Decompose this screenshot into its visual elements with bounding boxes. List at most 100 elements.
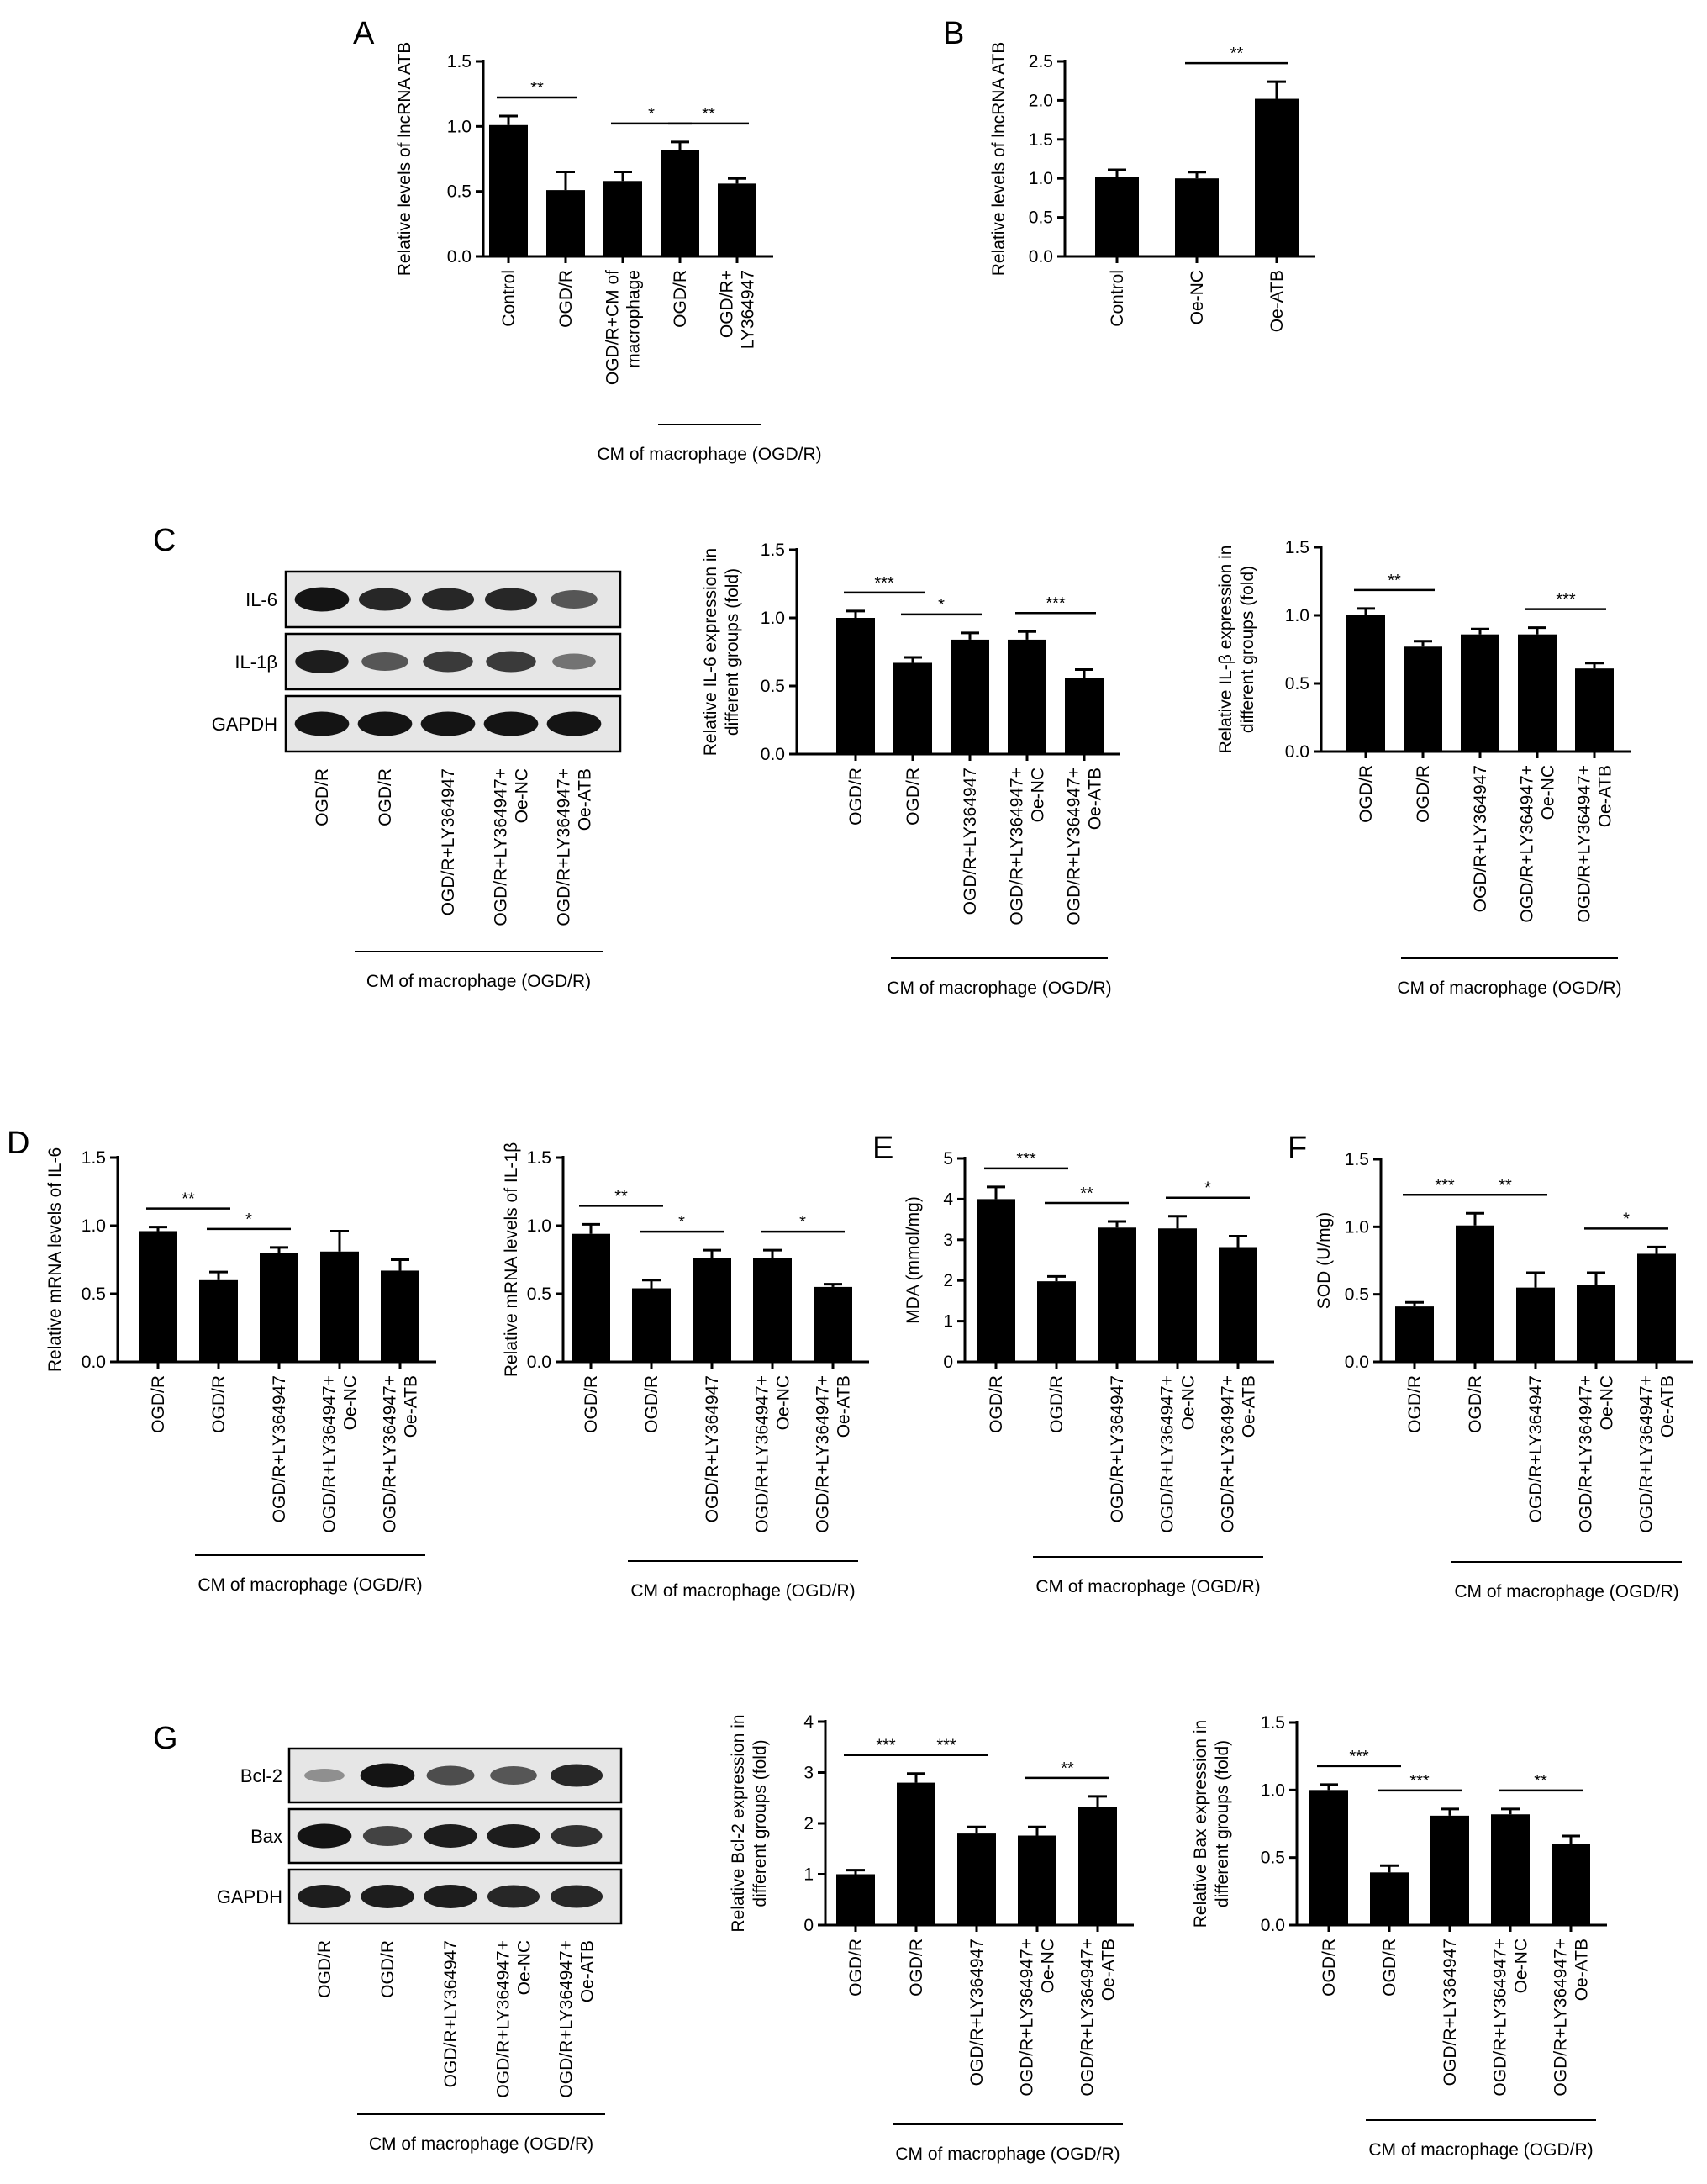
- group-bracket-label: CM of macrophage (OGD/R): [1454, 1582, 1678, 1601]
- y-axis-title: SOD (U/mg): [1314, 1212, 1334, 1310]
- x-tick-label: OGD/R+LY364947+Oe-NC: [753, 1375, 793, 1533]
- bar: [381, 1270, 419, 1362]
- significance-label: *: [799, 1213, 806, 1232]
- western-blot-g: Bcl-2 Bax GAPDH OGD/R OGD/R OGD/R+LY364947 OGD…: [217, 1747, 623, 2154]
- x-tick-label: OGD/R: [1380, 1939, 1399, 1997]
- bar: [897, 1782, 935, 1925]
- significance-label: ***: [936, 1737, 956, 1755]
- blot-row-label: IL-1β: [234, 652, 277, 673]
- bar: [718, 183, 756, 256]
- blot-band: [551, 590, 598, 609]
- significance-label: **: [702, 105, 715, 124]
- x-tick-label: OGD/R: [582, 1375, 601, 1433]
- significance-label: *: [678, 1213, 685, 1232]
- blot-band: [420, 711, 476, 736]
- y-axis-title: MDA (mmol/mg): [904, 1196, 923, 1324]
- bar: [1098, 1227, 1136, 1362]
- y-tick-label: 1.5: [761, 541, 785, 560]
- chart-g2: 0.0 0.5 1.0 1.5 Relative Bax expression in di…: [1191, 1713, 1607, 2160]
- y-tick-label: 4: [943, 1190, 953, 1209]
- x-tick-label: OGD/R: [1047, 1375, 1067, 1433]
- bar: [1037, 1281, 1076, 1362]
- significance-label: **: [614, 1187, 628, 1205]
- bar: [1008, 639, 1046, 754]
- bar: [1430, 1815, 1469, 1925]
- bar: [1219, 1247, 1257, 1362]
- blot-band: [357, 711, 413, 736]
- panel-letter-g: G: [153, 1721, 178, 1756]
- significance-label: **: [1061, 1759, 1074, 1778]
- y-tick-label: 0.5: [447, 182, 472, 202]
- bar: [1018, 1835, 1056, 1925]
- significance-label: **: [530, 79, 544, 98]
- bar: [1518, 634, 1557, 752]
- x-tick-label: OGD/R+LY364947: [1441, 1939, 1460, 2086]
- group-bracket-label: CM of macrophage (OGD/R): [366, 972, 591, 991]
- bar: [661, 150, 699, 256]
- y-tick-label: 0.0: [1029, 247, 1053, 266]
- group-bracket-label: CM of macrophage (OGD/R): [369, 2134, 593, 2154]
- bar: [199, 1279, 238, 1362]
- blot-lane-label: OGD/R+LY364947+Oe-ATB: [557, 1940, 598, 2098]
- x-tick-label: OGD/R: [556, 270, 576, 328]
- bar: [603, 181, 642, 256]
- bar: [139, 1231, 177, 1362]
- x-tick-label: OGD/R+LY364947+Oe-NC: [1577, 1375, 1617, 1533]
- x-tick-label: OGD/R+LY364947+Oe-ATB: [1637, 1375, 1678, 1533]
- x-tick-label: OGD/R+LY364947+Oe-NC: [1008, 768, 1048, 926]
- y-tick-label: 0.0: [761, 745, 785, 764]
- significance-label: ***: [876, 1737, 896, 1755]
- blot-band: [294, 711, 350, 736]
- group-bracket-label: CM of macrophage (OGD/R): [887, 979, 1111, 998]
- x-tick-label: OGD/R+LY364947: [1108, 1375, 1127, 1522]
- blot-band: [360, 1763, 415, 1788]
- x-tick-label: OGD/R: [907, 1939, 926, 1997]
- bar: [632, 1288, 671, 1362]
- blot-band: [358, 588, 412, 611]
- significance-label: *: [648, 105, 655, 124]
- blot-band: [298, 1885, 351, 1908]
- blot-band: [426, 1765, 475, 1786]
- y-tick-label: 2: [803, 1814, 814, 1833]
- blot-lane-label: OGD/R+LY364947: [441, 1940, 461, 2087]
- y-axis-title: Relative levels of lncRNA ATB: [989, 42, 1009, 277]
- significance-label: ***: [1349, 1748, 1369, 1766]
- blot-band: [487, 1824, 540, 1848]
- significance-label: *: [245, 1211, 252, 1229]
- y-tick-label: 2.0: [1029, 91, 1053, 110]
- bar: [1175, 178, 1219, 256]
- bar: [977, 1199, 1015, 1362]
- chart-c2: 0.0 0.5 1.0 1.5 Relative IL-β expression in d…: [1216, 538, 1631, 998]
- blot-band: [424, 1885, 477, 1908]
- x-tick-label: OGD/R+LY364947+Oe-NC: [1158, 1375, 1199, 1533]
- y-tick-label: 1.5: [1285, 538, 1309, 557]
- x-tick-label: OGD/R: [987, 1375, 1006, 1433]
- y-tick-label: 0.5: [761, 677, 785, 696]
- bar: [1065, 678, 1104, 754]
- x-tick-label: OGD/R: [149, 1375, 168, 1433]
- x-tick-label: OGD/R+LY364947: [718, 270, 758, 349]
- blot-band: [487, 1885, 540, 1908]
- x-tick-label: OGD/R+LY364947: [961, 768, 980, 915]
- bar: [260, 1253, 298, 1362]
- bar: [1370, 1872, 1409, 1925]
- group-bracket-label: CM of macrophage (OGD/R): [1397, 979, 1621, 998]
- y-tick-label: 1.0: [1285, 606, 1309, 625]
- bar: [1158, 1228, 1197, 1362]
- blot-lane-label: OGD/R+LY364947+Oe-ATB: [555, 768, 595, 926]
- y-tick-label: 0.0: [447, 247, 472, 266]
- blot-band: [423, 651, 473, 673]
- y-tick-label: 0.5: [1285, 674, 1309, 694]
- y-tick-label: 0: [943, 1353, 953, 1372]
- significance-label: *: [938, 596, 945, 615]
- blot-band: [484, 588, 538, 611]
- bar: [572, 1233, 610, 1362]
- x-tick-label: OGD/R+LY364947+Oe-NC: [320, 1375, 361, 1533]
- x-tick-label: OGD/R+LY364947+Oe-ATB: [1065, 768, 1105, 926]
- bar: [814, 1286, 852, 1362]
- significance-label: *: [1204, 1179, 1211, 1198]
- significance-label: ***: [1435, 1176, 1455, 1195]
- y-tick-label: 0: [803, 1916, 814, 1935]
- bar: [1575, 668, 1614, 752]
- x-tick-label: OGD/R+LY364947+Oe-ATB: [1219, 1375, 1259, 1533]
